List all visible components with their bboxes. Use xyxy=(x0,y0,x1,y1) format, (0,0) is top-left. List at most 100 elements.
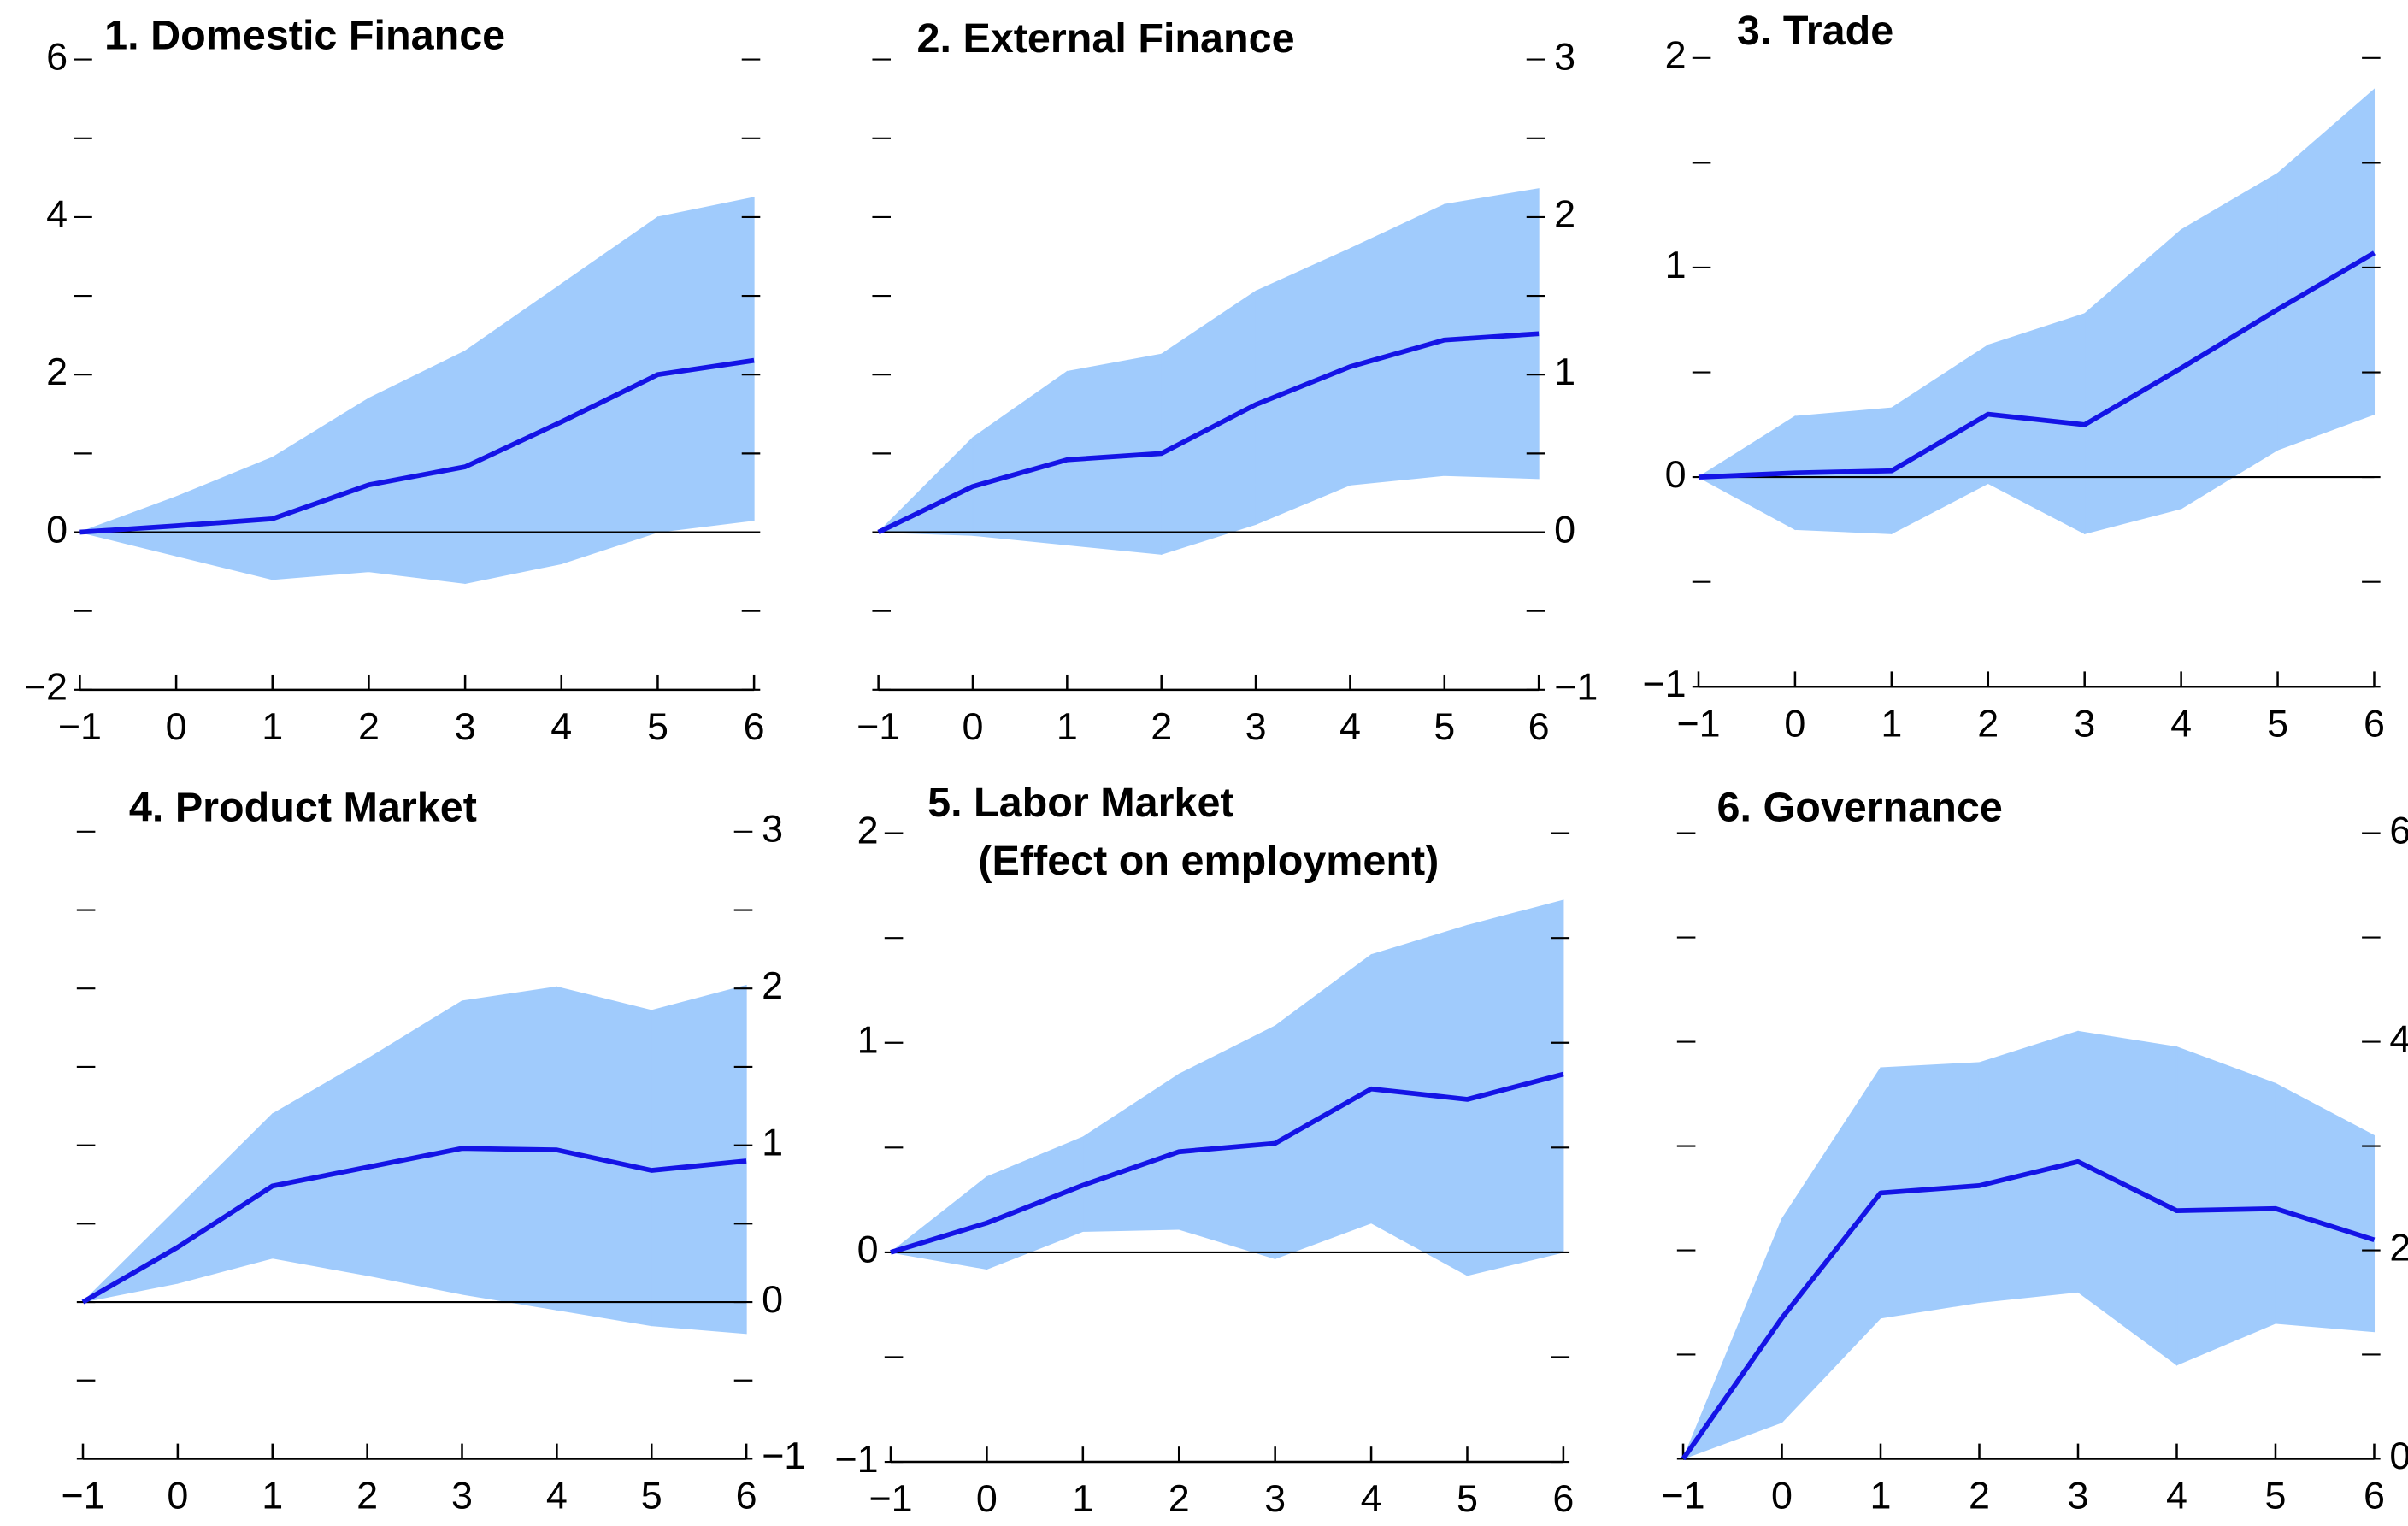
x-tick-label: 5 xyxy=(2267,703,2288,745)
confidence-band xyxy=(367,999,463,1295)
response-line xyxy=(79,357,755,535)
x-tick-label: 6 xyxy=(2364,703,2385,745)
confidence-band xyxy=(1082,1073,1180,1232)
y-tick-label: 0 xyxy=(1554,508,1575,551)
x-tick-label: 1 xyxy=(1881,703,1902,745)
response-line xyxy=(81,1146,747,1305)
y-tick-label: 1 xyxy=(1554,351,1575,393)
x-tick-label: 0 xyxy=(1771,1475,1793,1517)
response-line xyxy=(1698,250,2376,480)
panel-title: 2. External Finance xyxy=(917,15,1295,62)
x-tick-label: 5 xyxy=(647,705,668,748)
y-tick-label: 2 xyxy=(1665,34,1687,77)
y-tick-label: −1 xyxy=(1554,666,1598,709)
x-tick-label: 1 xyxy=(1870,1475,1892,1517)
x-tick-label: 6 xyxy=(744,705,765,748)
x-tick-label: 4 xyxy=(2166,1475,2187,1517)
x-tick-label: 3 xyxy=(1245,705,1267,748)
confidence-band xyxy=(1444,188,1540,480)
confidence-band xyxy=(561,215,658,565)
confidence-band xyxy=(272,1058,368,1276)
y-tick-label: 6 xyxy=(46,36,68,79)
x-tick-label: 4 xyxy=(1339,705,1361,748)
x-tick-label: 0 xyxy=(963,705,984,748)
y-tick-label: 3 xyxy=(762,808,783,851)
confidence-band xyxy=(889,1175,987,1270)
x-tick-label: 6 xyxy=(2364,1475,2385,1517)
x-tick-label: 1 xyxy=(1072,1477,1093,1520)
confidence-band xyxy=(972,370,1068,545)
x-tick-label: −1 xyxy=(1676,703,1720,745)
confidence-band xyxy=(2277,88,2376,451)
x-tick-label: 3 xyxy=(455,705,476,748)
confidence-band xyxy=(651,984,747,1335)
confidence-band xyxy=(556,986,652,1327)
confidence-band xyxy=(464,283,562,585)
confidence-band xyxy=(656,197,755,533)
x-tick-label: −1 xyxy=(857,705,900,748)
y-tick-label: 2 xyxy=(1554,193,1575,236)
confidence-band xyxy=(177,1112,274,1284)
x-tick-label: 2 xyxy=(358,705,380,748)
x-tick-label: 3 xyxy=(1264,1477,1286,1520)
panel-subtitle: (Effect on employment) xyxy=(978,838,1439,884)
x-tick-label: 1 xyxy=(1057,705,1078,748)
confidence-band xyxy=(2077,1030,2178,1366)
y-tick-label: −2 xyxy=(24,666,68,709)
x-tick-label: 5 xyxy=(2264,1475,2286,1517)
y-tick-label: 0 xyxy=(46,508,68,551)
confidence-band xyxy=(877,436,974,536)
y-tick-label: 0 xyxy=(857,1228,879,1271)
y-tick-label: 4 xyxy=(2389,1017,2408,1060)
x-tick-label: 4 xyxy=(550,705,572,748)
response-line xyxy=(890,1071,1564,1255)
y-tick-label: 0 xyxy=(1665,453,1687,496)
x-tick-label: 3 xyxy=(2068,1475,2089,1517)
x-tick-label: 4 xyxy=(1361,1477,1382,1520)
confidence-band xyxy=(1275,953,1372,1260)
x-tick-label: 0 xyxy=(1784,703,1805,745)
x-tick-label: 3 xyxy=(451,1475,473,1517)
x-tick-label: −1 xyxy=(868,1477,912,1520)
confidence-band xyxy=(1891,344,1989,535)
y-tick-label: −1 xyxy=(1642,663,1686,705)
x-tick-label: 2 xyxy=(1977,703,1999,745)
x-tick-label: −1 xyxy=(1661,1475,1704,1517)
confidence-band xyxy=(1370,924,1469,1276)
y-tick-label: 0 xyxy=(762,1278,783,1321)
x-tick-label: 1 xyxy=(262,705,283,748)
y-tick-label: 1 xyxy=(857,1019,879,1062)
x-tick-label: −1 xyxy=(61,1475,104,1517)
x-tick-label: 6 xyxy=(1528,705,1550,748)
panel-title: 3. Trade xyxy=(1737,8,1893,54)
x-tick-label: 1 xyxy=(262,1475,283,1517)
confidence-band xyxy=(1781,1066,1881,1424)
x-tick-label: 0 xyxy=(167,1475,188,1517)
y-tick-label: 3 xyxy=(1554,36,1575,79)
response-line xyxy=(877,331,1540,535)
response-line xyxy=(1681,1158,2376,1461)
y-tick-label: 2 xyxy=(762,964,783,1007)
panel-title: 1. Domestic Finance xyxy=(104,12,505,58)
x-tick-label: 5 xyxy=(641,1475,662,1517)
panel-title: 4. Product Market xyxy=(129,785,477,831)
x-tick-label: 5 xyxy=(1434,705,1455,748)
y-tick-label: 2 xyxy=(2389,1226,2408,1269)
y-tick-label: 6 xyxy=(2389,810,2408,852)
confidence-band xyxy=(2275,1082,2376,1333)
y-tick-label: 2 xyxy=(857,810,879,852)
y-tick-label: 1 xyxy=(1665,244,1687,286)
y-tick-label: 1 xyxy=(762,1122,783,1164)
x-tick-label: 2 xyxy=(1169,1477,1190,1520)
x-tick-label: 0 xyxy=(976,1477,998,1520)
x-tick-label: 4 xyxy=(2170,703,2192,745)
confidence-band xyxy=(1161,290,1257,556)
y-tick-label: 2 xyxy=(46,351,68,393)
confidence-band xyxy=(2084,228,2182,534)
y-tick-label: 4 xyxy=(46,193,68,236)
x-tick-label: 4 xyxy=(546,1475,568,1517)
panel-title: 6. Governance xyxy=(1717,785,2003,831)
x-tick-label: 2 xyxy=(1151,705,1172,748)
